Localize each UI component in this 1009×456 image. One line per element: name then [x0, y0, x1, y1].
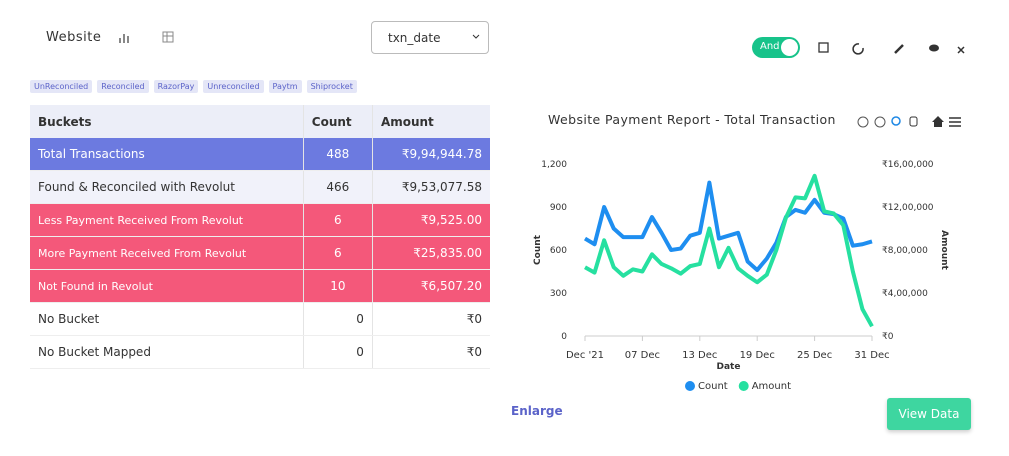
- pan[interactable]: [909, 116, 918, 127]
- table-row: Not Found in Revolut 10 ₹6,507.20: [30, 269, 490, 303]
- table-cell: More Payment Received From Revolut: [30, 236, 304, 270]
- tag[interactable]: Unreconciled: [203, 80, 264, 93]
- y2-tick-label: ₹12,00,000: [882, 203, 934, 213]
- report-title: Website: [46, 30, 102, 45]
- tag[interactable]: RazorPay: [153, 80, 199, 93]
- table-row: Less Payment Received From Revolut 6 ₹9,52…: [30, 203, 490, 237]
- y-tick-label: 300: [550, 289, 567, 299]
- series-line: [583, 180, 873, 273]
- x-tick-label: 25 Dec: [797, 350, 832, 361]
- close-icon[interactable]: [957, 46, 965, 54]
- chart: Website Payment Report - Total Transacti…: [533, 112, 961, 392]
- series-line: [584, 173, 874, 328]
- table-cell: Less Payment Received From Revolut: [30, 203, 304, 237]
- y-axis-title: Count: [533, 234, 543, 265]
- tag[interactable]: Shiprocket: [306, 80, 357, 93]
- table-cell: 6: [302, 236, 373, 270]
- table-icon[interactable]: [162, 31, 174, 43]
- table-cell: ₹9,53,077.58: [371, 170, 490, 204]
- zoom[interactable]: [891, 116, 901, 126]
- table-cell: No Bucket: [30, 302, 304, 336]
- table-cell: 10: [302, 269, 373, 303]
- x-tick-label: 07 Dec: [625, 350, 660, 361]
- table-cell: 466: [302, 170, 373, 204]
- x-tick-label: 19 Dec: [740, 350, 775, 361]
- table-row: Total Transactions 488 ₹9,94,944.78: [30, 138, 490, 171]
- view-data-button[interactable]: View Data: [887, 398, 971, 430]
- enlarge-link[interactable]: Enlarge: [511, 404, 563, 418]
- table-cell: Total Transactions: [30, 138, 304, 171]
- y-tick-label: 600: [550, 246, 567, 256]
- tag[interactable]: Reconciled: [97, 80, 149, 93]
- legend-marker: [738, 381, 749, 391]
- table-cell: 6: [302, 203, 373, 237]
- bucket-table: Buckets Count Amount Total Transactions 488 ₹…: [30, 105, 490, 369]
- y-tick-label: 900: [550, 203, 567, 213]
- x-tick-label: 31 Dec: [854, 350, 889, 361]
- tag[interactable]: UnReconciled: [30, 80, 93, 93]
- y2-tick-label: ₹4,00,000: [882, 289, 928, 299]
- table-row: No Bucket 0 ₹0: [30, 302, 490, 336]
- toolbar: [818, 42, 965, 55]
- table-row: More Payment Received From Revolut 6 ₹25,8…: [30, 236, 490, 270]
- table-cell: ₹6,507.20: [371, 269, 490, 303]
- column-header: Buckets: [30, 105, 304, 138]
- legend-label: Count: [698, 381, 728, 392]
- table-cell: ₹9,94,944.78: [371, 138, 490, 171]
- view-icon[interactable]: [929, 44, 939, 52]
- check-icon[interactable]: [818, 42, 829, 53]
- y-tick-label: 0: [561, 332, 567, 342]
- column-header: Count: [302, 105, 373, 138]
- table-row: Found & Reconciled with Revolut 466 ₹9,53,…: [30, 170, 490, 204]
- table-cell: 0: [302, 302, 373, 336]
- menu[interactable]: [949, 117, 961, 127]
- y2-axis-title: Amount: [939, 230, 949, 270]
- y2-tick-label: ₹0: [882, 332, 894, 342]
- table-cell: ₹9,525.00: [371, 203, 490, 237]
- zoom-out[interactable]: [874, 116, 886, 128]
- legend-label: Amount: [752, 381, 791, 392]
- chart-icon[interactable]: [118, 32, 130, 44]
- tag[interactable]: Paytm: [268, 80, 302, 93]
- table-row: No Bucket Mapped 0 ₹0: [30, 335, 490, 369]
- home[interactable]: [932, 116, 944, 127]
- table-cell: 0: [302, 335, 373, 369]
- table-cell: ₹25,835.00: [371, 236, 490, 270]
- toggle-label: And: [760, 41, 780, 52]
- edit-icon[interactable]: [894, 44, 904, 54]
- y2-tick-label: ₹16,00,000: [882, 160, 934, 170]
- column-header: Amount: [371, 105, 490, 138]
- table-cell: ₹0: [371, 335, 490, 369]
- y2-tick-label: ₹8,00,000: [882, 246, 928, 256]
- chart-toolbar: [857, 116, 961, 128]
- y-tick-label: 1,200: [541, 160, 567, 170]
- zoom-in[interactable]: [857, 116, 869, 128]
- x-axis-title: Date: [717, 362, 741, 372]
- tags: UnReconciled Reconciled RazorPay Unreconcil…: [30, 80, 357, 93]
- table-cell: 488: [302, 138, 373, 171]
- table-cell: Found & Reconciled with Revolut: [30, 170, 304, 204]
- table-cell: No Bucket Mapped: [30, 335, 304, 369]
- table-cell: Not Found in Revolut: [30, 269, 304, 303]
- date-select[interactable]: txn_date: [371, 21, 489, 54]
- and-toggle[interactable]: And: [752, 37, 800, 58]
- select-value: txn_date: [388, 31, 441, 45]
- refresh-icon[interactable]: [852, 43, 864, 55]
- legend-marker: [685, 381, 695, 391]
- chart-title: Website Payment Report - Total Transacti…: [548, 112, 836, 127]
- x-tick-label: 13 Dec: [682, 350, 717, 361]
- table-cell: ₹0: [371, 302, 490, 336]
- x-tick-label: Dec '21: [566, 350, 604, 361]
